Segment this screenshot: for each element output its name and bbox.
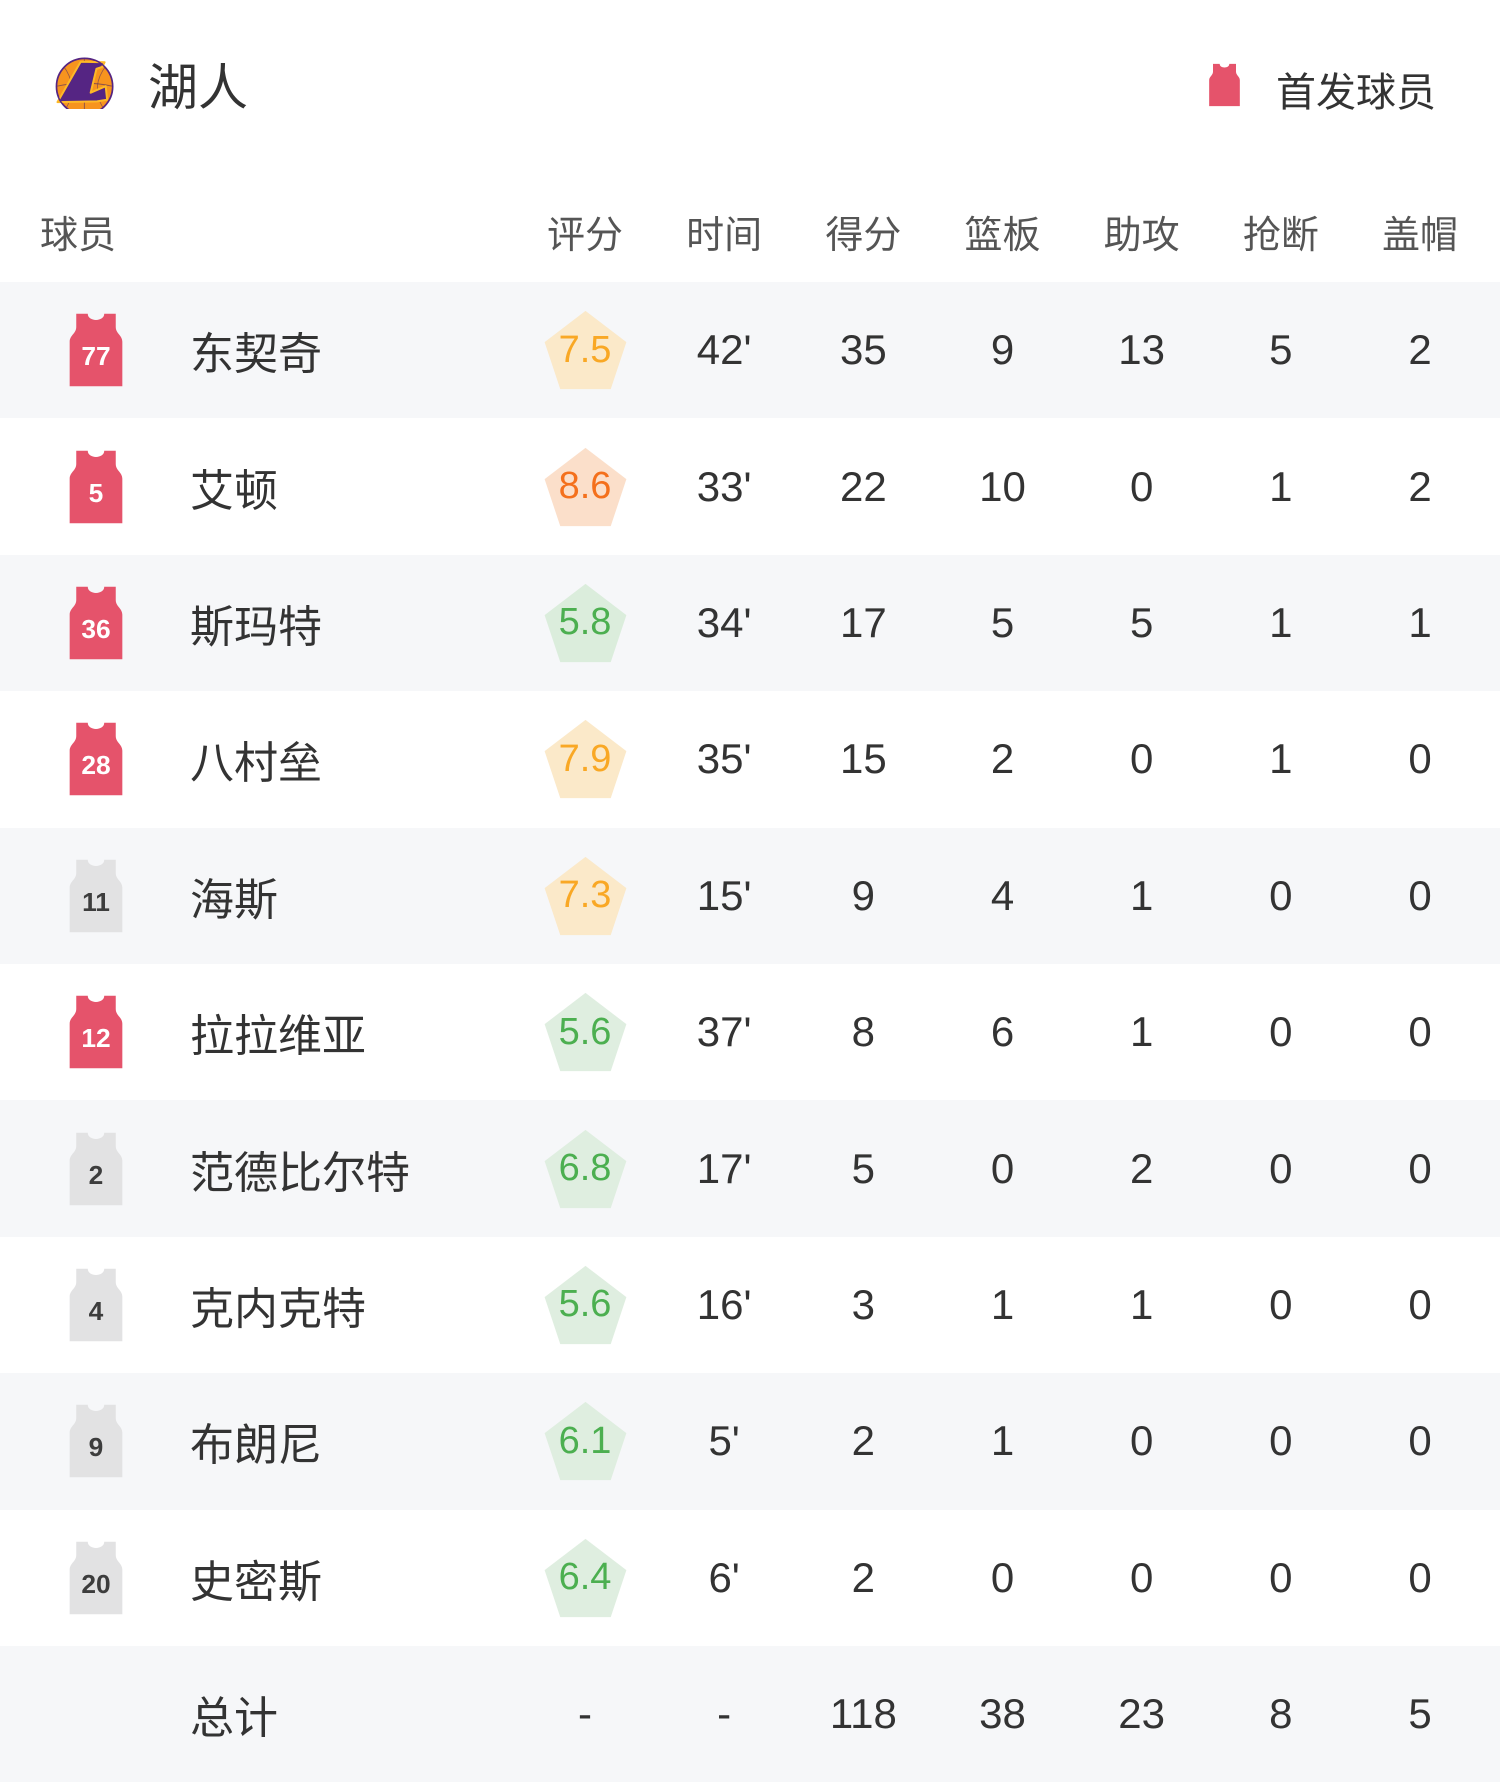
- svg-text:77: 77: [81, 341, 110, 371]
- svg-text:20: 20: [81, 1569, 110, 1599]
- svg-text:12: 12: [81, 1023, 110, 1053]
- svg-text:5: 5: [89, 477, 104, 507]
- svg-text:2: 2: [89, 1159, 104, 1189]
- svg-text:4: 4: [89, 1296, 104, 1326]
- svg-text:11: 11: [82, 887, 110, 917]
- svg-text:36: 36: [81, 614, 110, 644]
- svg-text:28: 28: [81, 750, 110, 780]
- svg-text:9: 9: [89, 1432, 104, 1462]
